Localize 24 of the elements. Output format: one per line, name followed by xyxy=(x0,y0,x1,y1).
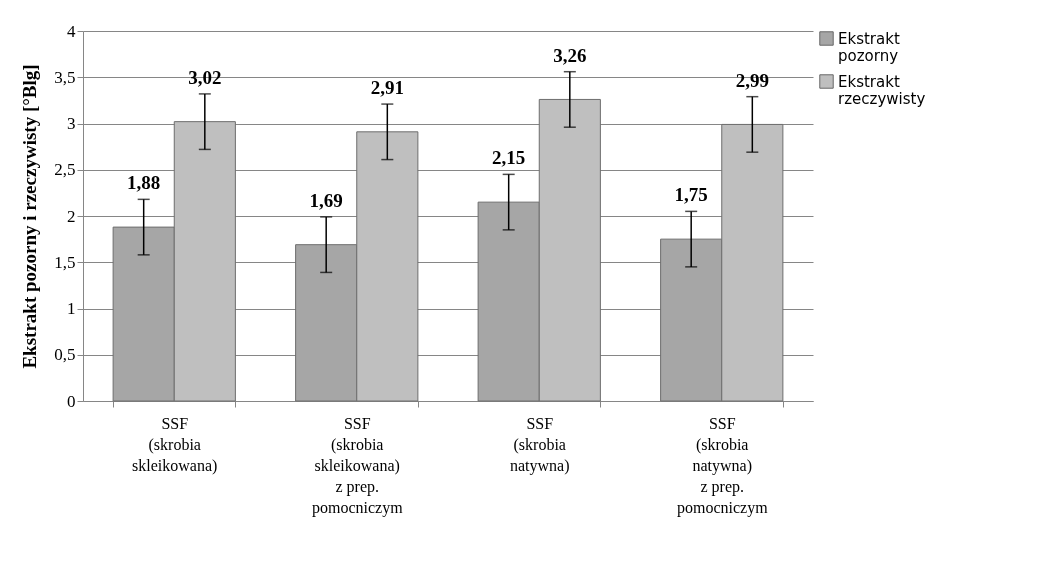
y-tick-label: 3 xyxy=(67,114,76,133)
legend-label: Ekstrakt rzeczywisty xyxy=(838,72,926,108)
y-tick-label: 3,5 xyxy=(54,67,76,87)
data-label: 1,69 xyxy=(309,189,343,211)
data-label: 2,91 xyxy=(370,77,404,99)
data-label: 2,15 xyxy=(492,147,526,169)
data-label: 1,88 xyxy=(127,172,161,194)
y-tick-label: 0,5 xyxy=(54,345,76,365)
y-tick-label: 1 xyxy=(67,299,76,318)
legend-label: Ekstrakt pozorny xyxy=(838,29,900,65)
x-tick-label: SSF (skrobia skleikowana) z prep. pomocniczym xyxy=(311,414,404,517)
x-tick-label: SSF (skrobia natywna) xyxy=(509,414,570,475)
data-label: 1,75 xyxy=(674,184,708,206)
y-axis-title: Ekstrakt pozorny i rzeczywisty [°Blg] xyxy=(19,64,41,369)
data-label: 3,02 xyxy=(188,66,222,88)
y-tick-label: 2,5 xyxy=(54,160,76,180)
y-tick-label: 2 xyxy=(67,206,76,226)
x-tick-label: SSF (skrobia natywna) z prep. pomocniczym xyxy=(676,414,769,517)
y-tick-label: 1,5 xyxy=(54,252,76,272)
y-tick-label: 4 xyxy=(67,21,76,41)
data-label: 3,26 xyxy=(553,44,587,66)
y-tick-label: 0 xyxy=(67,391,76,411)
x-tick-label: SSF (skrobia skleikowana) xyxy=(132,414,218,475)
data-label: 2,99 xyxy=(735,69,769,91)
